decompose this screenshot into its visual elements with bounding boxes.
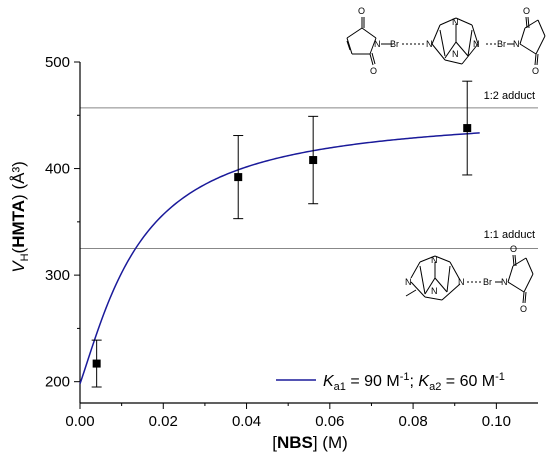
atom-label: N — [513, 39, 520, 49]
x-axis-title-open: [ — [272, 433, 277, 452]
atom-label: N — [452, 49, 459, 59]
plot-area: 0.00 0.02 0.04 0.06 0.08 0.10 200 300 400 500 — [45, 54, 538, 430]
x-tick-label: 0.08 — [398, 413, 427, 430]
atom-label: N — [431, 286, 438, 296]
atom-label: N — [501, 277, 508, 287]
atom-label: N — [431, 255, 438, 265]
legend: Ka1 = 90 M-1; Ka2 = 60 M-1 — [276, 371, 505, 393]
legend-label-part: ; — [410, 373, 419, 390]
x-axis-title-bold: NBS — [277, 433, 313, 452]
data-point — [309, 156, 318, 165]
atom-label: Br — [497, 39, 506, 49]
x-tick-label: 0.00 — [65, 413, 94, 430]
y-axis-title-paren-open: ( — [9, 247, 28, 253]
atom-label: N — [426, 39, 433, 49]
y-tick-label: 400 — [45, 161, 70, 178]
y-tick-label: 500 — [45, 54, 70, 71]
atom-label: O — [520, 304, 527, 314]
x-axis-title-unit: (M) — [318, 433, 348, 452]
x-axis-title: [NBS] (M) — [272, 433, 348, 452]
legend-label-part: -1 — [400, 371, 410, 383]
atom-label: O — [358, 6, 365, 16]
legend-label: Ka1 = 90 M-1; Ka2 = 60 M-1 — [323, 371, 505, 393]
structure-1-2-labels: O N Br N N N N Br N O O O — [358, 6, 539, 76]
legend-label-part: K — [418, 373, 430, 390]
fit-curve — [79, 132, 480, 385]
y-tick-label: 200 — [45, 374, 70, 391]
x-axis-title-close: ] — [313, 433, 318, 452]
atom-label: N — [374, 39, 381, 49]
structure-1-1-labels: N N N N Br N O O — [405, 244, 527, 314]
legend-label-part: -1 — [495, 371, 505, 383]
data-point — [463, 124, 472, 133]
data-point — [234, 173, 243, 182]
x-tick-label: 0.06 — [315, 413, 344, 430]
ref-label-1-2: 1:2 adduct — [484, 90, 535, 102]
ref-label-1-1: 1:1 adduct — [484, 229, 535, 241]
y-axis-title-sub: H — [19, 253, 31, 261]
legend-label-part: a1 — [334, 381, 346, 393]
atom-label: N — [458, 277, 465, 287]
y-axis-title-v: V — [9, 260, 28, 273]
atom-label: N — [452, 17, 459, 27]
y-axis-title: VH(HMTA) (Å³) — [9, 161, 31, 273]
legend-label-part: a2 — [429, 381, 441, 393]
atom-label: O — [370, 66, 377, 76]
atom-label: N — [473, 39, 480, 49]
legend-label-part: = 60 M — [441, 373, 495, 390]
atom-label: Br — [483, 277, 492, 287]
y-tick-label: 300 — [45, 267, 70, 284]
x-tick-label: 0.02 — [149, 413, 178, 430]
atom-label: O — [523, 6, 530, 16]
y-axis-title-unit: (Å³) — [9, 161, 28, 194]
y-axis-title-paren-close: ) — [9, 194, 28, 200]
y-axis-title-bold: HMTA — [9, 200, 28, 248]
x-tick-label: 0.04 — [232, 413, 261, 430]
atom-label: O — [510, 244, 517, 254]
x-tick-label: 0.10 — [482, 413, 511, 430]
structure-1-2-adduct — [346, 16, 546, 66]
legend-label-part: = 90 M — [346, 373, 400, 390]
atom-label: N — [405, 277, 412, 287]
atom-label: Br — [390, 39, 399, 49]
structure-1-1-adduct — [405, 254, 534, 304]
data-point — [92, 359, 101, 368]
legend-label-part: K — [323, 373, 335, 390]
atom-label: O — [532, 66, 539, 76]
